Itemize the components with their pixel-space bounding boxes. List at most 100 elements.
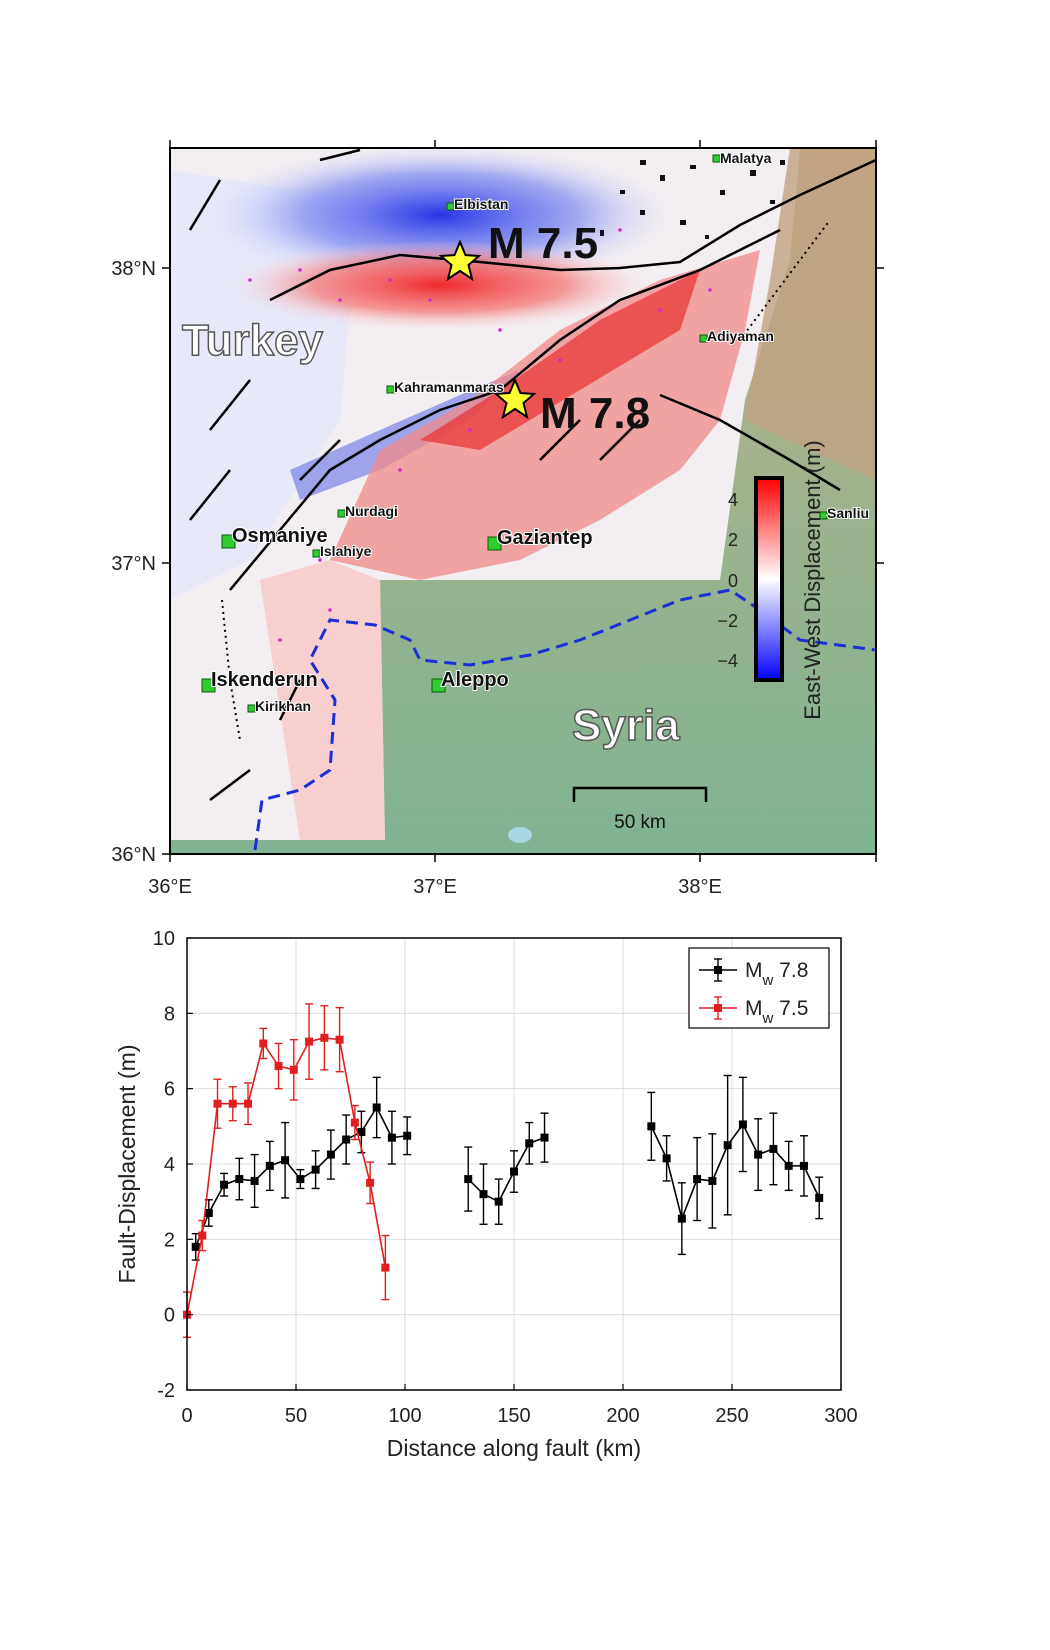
x-tick-label-3: 150 [497,1405,530,1427]
series-1 [183,1003,390,1338]
series-0-point-1-1 [479,1190,488,1199]
scale-bar-label: 50 km [614,812,666,833]
country-label-turkey: Turkey [182,316,324,365]
series-0-point-0-2 [220,1180,229,1189]
city-islahiye: Islahiye [320,543,372,559]
x-tick-label-4: 200 [606,1405,639,1427]
turkey-syria-border [253,588,876,851]
series-1-point-0-3 [228,1099,237,1108]
city-osmaniye: Osmaniye [232,525,328,547]
series-0-point-2-3 [693,1175,702,1184]
y-axis-title: Fault-Displacement (m) [114,1045,140,1284]
series-1-point-0-4 [244,1099,253,1108]
legend-marker-0 [714,966,722,974]
fault-displacement-chart: 0 50 100 150 200 250 300 -2 0 2 4 6 8 10 Distance alo… [114,930,858,1461]
epicenter-m78-star [493,377,537,420]
series-0-point-2-9 [784,1161,793,1170]
city-sanliu: Sanliu [827,505,869,521]
series-0-point-1-2 [494,1197,503,1206]
series-1-point-0-12 [366,1178,375,1187]
fault-m1 [539,419,581,461]
y-tick-label-3: 4 [164,1154,175,1176]
city-aleppo: Aleppo [441,669,509,691]
city-kahramanmaras: Kahramanmaras [394,379,504,395]
series-0-point-2-6 [738,1120,747,1129]
surface-rupture-m75 [269,158,876,302]
series-0-point-2-2 [677,1214,686,1223]
x-tick-label-2: 100 [388,1405,421,1427]
decorrelation-speckles [600,160,785,239]
fault-dotted-west [221,599,241,741]
series-0-point-0-7 [296,1175,305,1184]
series-0-point-0-6 [281,1156,290,1165]
series-0-point-1-5 [540,1133,549,1142]
fault-s1 [278,679,302,721]
series-0-point-1-0 [464,1175,473,1184]
series-1-point-0-8 [305,1037,314,1046]
legend-marker-1 [714,1004,722,1012]
legend-box [688,947,830,1029]
east-anatolian-fault [229,228,781,591]
cbar-tick-2: 2 [728,530,738,550]
series-0-point-0-5 [265,1161,274,1170]
city-iskenderun: Iskenderun [211,669,318,691]
lat-tick-37: 37°N [111,553,156,575]
label-m78: M 7.8 [540,389,650,438]
x-tick-label-5: 250 [715,1405,748,1427]
fault-traces [188,148,876,801]
series-0-point-2-7 [754,1150,763,1159]
x-axis-title: Distance along fault (km) [387,1435,641,1461]
lat-tick-38: 38°N [111,258,156,280]
x-tick-label-1: 50 [285,1405,307,1427]
series-1-point-0-2 [213,1099,222,1108]
displacement-map: Malatya Elbistan Adiyaman Kahramanmaras … [111,140,884,898]
north-positive-lobe [230,240,650,330]
series-0-point-2-10 [799,1161,808,1170]
cbar-tick-neg2: −2 [717,611,738,631]
series-1-point-0-7 [289,1065,298,1074]
legend: Mw 7.8 Mw 7.5 [688,947,830,1029]
series-0-point-0-13 [387,1133,396,1142]
lon-tick-38: 38°E [678,876,722,898]
y-tick-label-5: 8 [164,1003,175,1025]
y-tick-label-6: 10 [153,930,175,950]
plot-ticks: 0 50 100 150 200 250 300 -2 0 2 4 6 8 10 [153,930,858,1427]
lake-small [508,827,532,843]
city-markers [201,154,828,713]
series-0-point-0-14 [403,1131,412,1140]
series-0-point-0-12 [372,1103,381,1112]
series-0-point-0-3 [235,1175,244,1184]
fault-s2 [209,769,251,801]
fault-nw [188,179,222,231]
series-1-point-0-6 [274,1062,283,1071]
city-elbistan: Elbistan [454,196,508,212]
series-0-point-2-11 [815,1193,824,1202]
plot-series [183,1003,824,1338]
series-0-point-2-1 [662,1154,671,1163]
y-tick-label-2: 2 [164,1229,175,1251]
cbar-tick-0: 0 [728,571,738,591]
series-1-point-0-10 [335,1035,344,1044]
city-nurdagi: Nurdagi [345,503,398,519]
fault-n1 [319,148,361,162]
map-imagery: Malatya Elbistan Adiyaman Kahramanmaras … [170,148,876,854]
lat-tick-36: 36°N [111,844,156,866]
map-frame [169,147,877,855]
hatay-positive [260,560,385,840]
series-1-point-0-11 [350,1118,359,1127]
series-1-point-0-13 [381,1263,390,1272]
fault-w3 [299,439,341,481]
y-tick-label-0: -2 [157,1380,175,1402]
series-0-point-0-1 [204,1208,213,1217]
series-0-point-1-4 [525,1139,534,1148]
aftershocks [248,228,712,642]
lon-tick-36: 36°E [148,876,192,898]
colorbar-label: East-West Displacement (m) [800,440,825,720]
epicenter-m75-star [438,239,482,282]
legend-label-0: Mw 7.8 [745,959,808,989]
fault-w1 [209,379,251,431]
series-0-point-1-3 [510,1167,518,1176]
series-0-point-2-4 [708,1176,717,1185]
series-1-point-0-9 [320,1033,329,1042]
fault-w2 [189,469,231,521]
